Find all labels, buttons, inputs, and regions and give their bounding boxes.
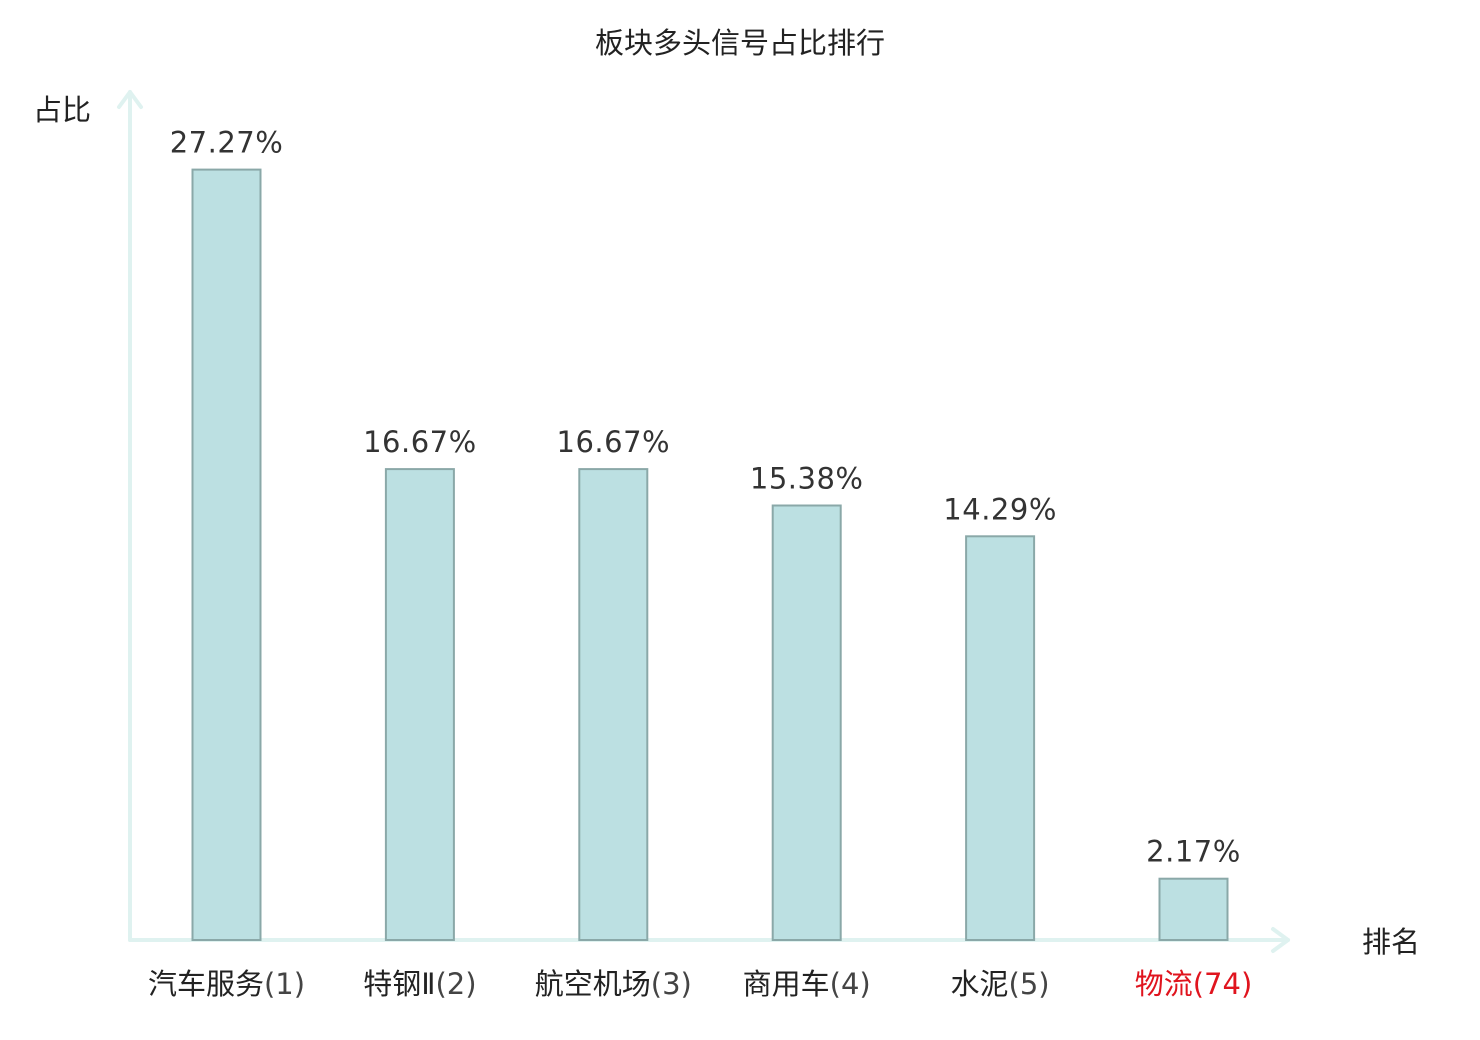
value-label: 16.67% [363, 425, 477, 459]
bar [1158, 877, 1229, 942]
chart-title: 板块多头信号占比排行 [595, 26, 885, 60]
category-name: 物流 [1135, 967, 1193, 1001]
value-label: 16.67% [557, 425, 671, 459]
bar [771, 504, 842, 941]
category-label: 水泥(5) [951, 967, 1050, 1001]
category-rank: (3) [651, 967, 692, 1001]
y-axis-arrow-icon [117, 90, 143, 109]
category-rank: (1) [264, 967, 305, 1001]
category-label: 汽车服务(1) [148, 967, 305, 1001]
category-label: 特钢Ⅱ(2) [363, 967, 476, 1001]
category-name: 汽车服务 [148, 967, 264, 1001]
value-label: 2.17% [1146, 835, 1241, 869]
category-label: 航空机场(3) [535, 967, 692, 1001]
category-rank: (4) [830, 967, 871, 1001]
category-rank: (5) [1009, 967, 1050, 1001]
value-label: 27.27% [170, 126, 284, 160]
category-label: 商用车(4) [743, 967, 871, 1001]
bars-group [191, 168, 1229, 942]
category-name: 商用车 [743, 967, 830, 1001]
y-axis-title: 占比 [33, 93, 91, 127]
category-rank: (74) [1193, 967, 1253, 1001]
value-labels-group: 27.27% 16.67% 16.67% 15.38% 14.29% 2.17% [170, 126, 1241, 869]
value-label: 15.38% [750, 462, 864, 496]
category-name: 特钢Ⅱ [363, 967, 435, 1001]
category-rank: (2) [435, 967, 476, 1001]
axes [117, 90, 1290, 953]
bar [191, 168, 262, 942]
x-axis-title: 排名 [1362, 925, 1420, 959]
category-name: 航空机场 [535, 967, 651, 1001]
value-label: 14.29% [943, 492, 1057, 526]
bar [384, 468, 455, 941]
x-axis-arrow-icon [1271, 927, 1290, 953]
bar [578, 468, 649, 941]
bar [965, 535, 1036, 941]
category-labels-group: 汽车服务(1) 特钢Ⅱ(2) 航空机场(3) 商用车(4) 水泥(5) 物流(74) [148, 967, 1252, 1001]
category-name: 水泥 [951, 967, 1009, 1001]
category-label: 物流(74) [1135, 967, 1253, 1001]
